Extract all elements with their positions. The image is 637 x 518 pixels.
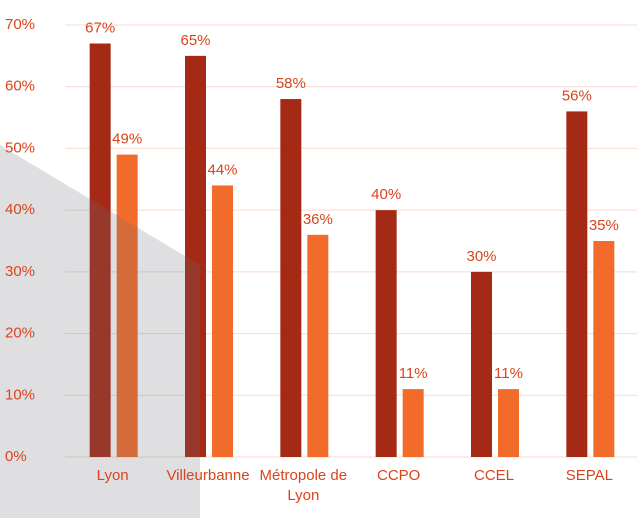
value-label: 11% bbox=[399, 365, 428, 382]
bar bbox=[471, 271, 492, 457]
bar bbox=[212, 185, 233, 457]
bar bbox=[116, 154, 138, 457]
bar bbox=[566, 111, 588, 458]
bar bbox=[185, 55, 206, 457]
value-label: 49% bbox=[112, 131, 142, 148]
x-tick-label: CCPO bbox=[376, 467, 421, 484]
value-label: 40% bbox=[371, 186, 401, 203]
value-label: 65% bbox=[180, 32, 210, 49]
value-label: 30% bbox=[466, 248, 496, 265]
bars bbox=[89, 43, 615, 458]
x-tick-label: Métropole de Lyon bbox=[259, 467, 348, 504]
y-tick-label: 0% bbox=[5, 448, 27, 465]
value-label: 67% bbox=[85, 19, 115, 36]
background-shape bbox=[0, 145, 200, 518]
bar bbox=[89, 43, 111, 458]
value-label: 35% bbox=[589, 217, 619, 234]
y-tick-label: 50% bbox=[5, 139, 35, 156]
x-tick-label: Villeurbanne bbox=[166, 467, 250, 484]
y-tick-label: 60% bbox=[5, 78, 35, 95]
labels: 0% 10% 20% 30% 40% 50% 60% 70% 67% 49% 65% 44% 58% 36… bbox=[5, 16, 619, 465]
bar bbox=[280, 99, 302, 458]
y-tick-label: 10% bbox=[5, 386, 35, 403]
x-tick-label: Lyon bbox=[96, 467, 129, 484]
y-tick-label: 20% bbox=[5, 325, 35, 342]
bar bbox=[593, 241, 615, 457]
x-tick-label: SEPAL bbox=[565, 467, 613, 484]
value-label: 44% bbox=[207, 161, 237, 178]
bar bbox=[498, 389, 519, 457]
y-tick-label: 30% bbox=[5, 263, 35, 280]
x-tick-label: CCEL bbox=[473, 467, 514, 484]
y-tick-label: 40% bbox=[5, 201, 35, 218]
value-label: 58% bbox=[276, 75, 306, 92]
y-tick-label: 70% bbox=[5, 16, 35, 33]
bar bbox=[402, 389, 424, 457]
bar bbox=[307, 234, 329, 457]
value-label: 56% bbox=[562, 87, 592, 104]
value-label: 11% bbox=[494, 365, 523, 382]
value-label: 36% bbox=[303, 211, 333, 228]
bar bbox=[375, 210, 397, 457]
grid bbox=[65, 24, 637, 458]
